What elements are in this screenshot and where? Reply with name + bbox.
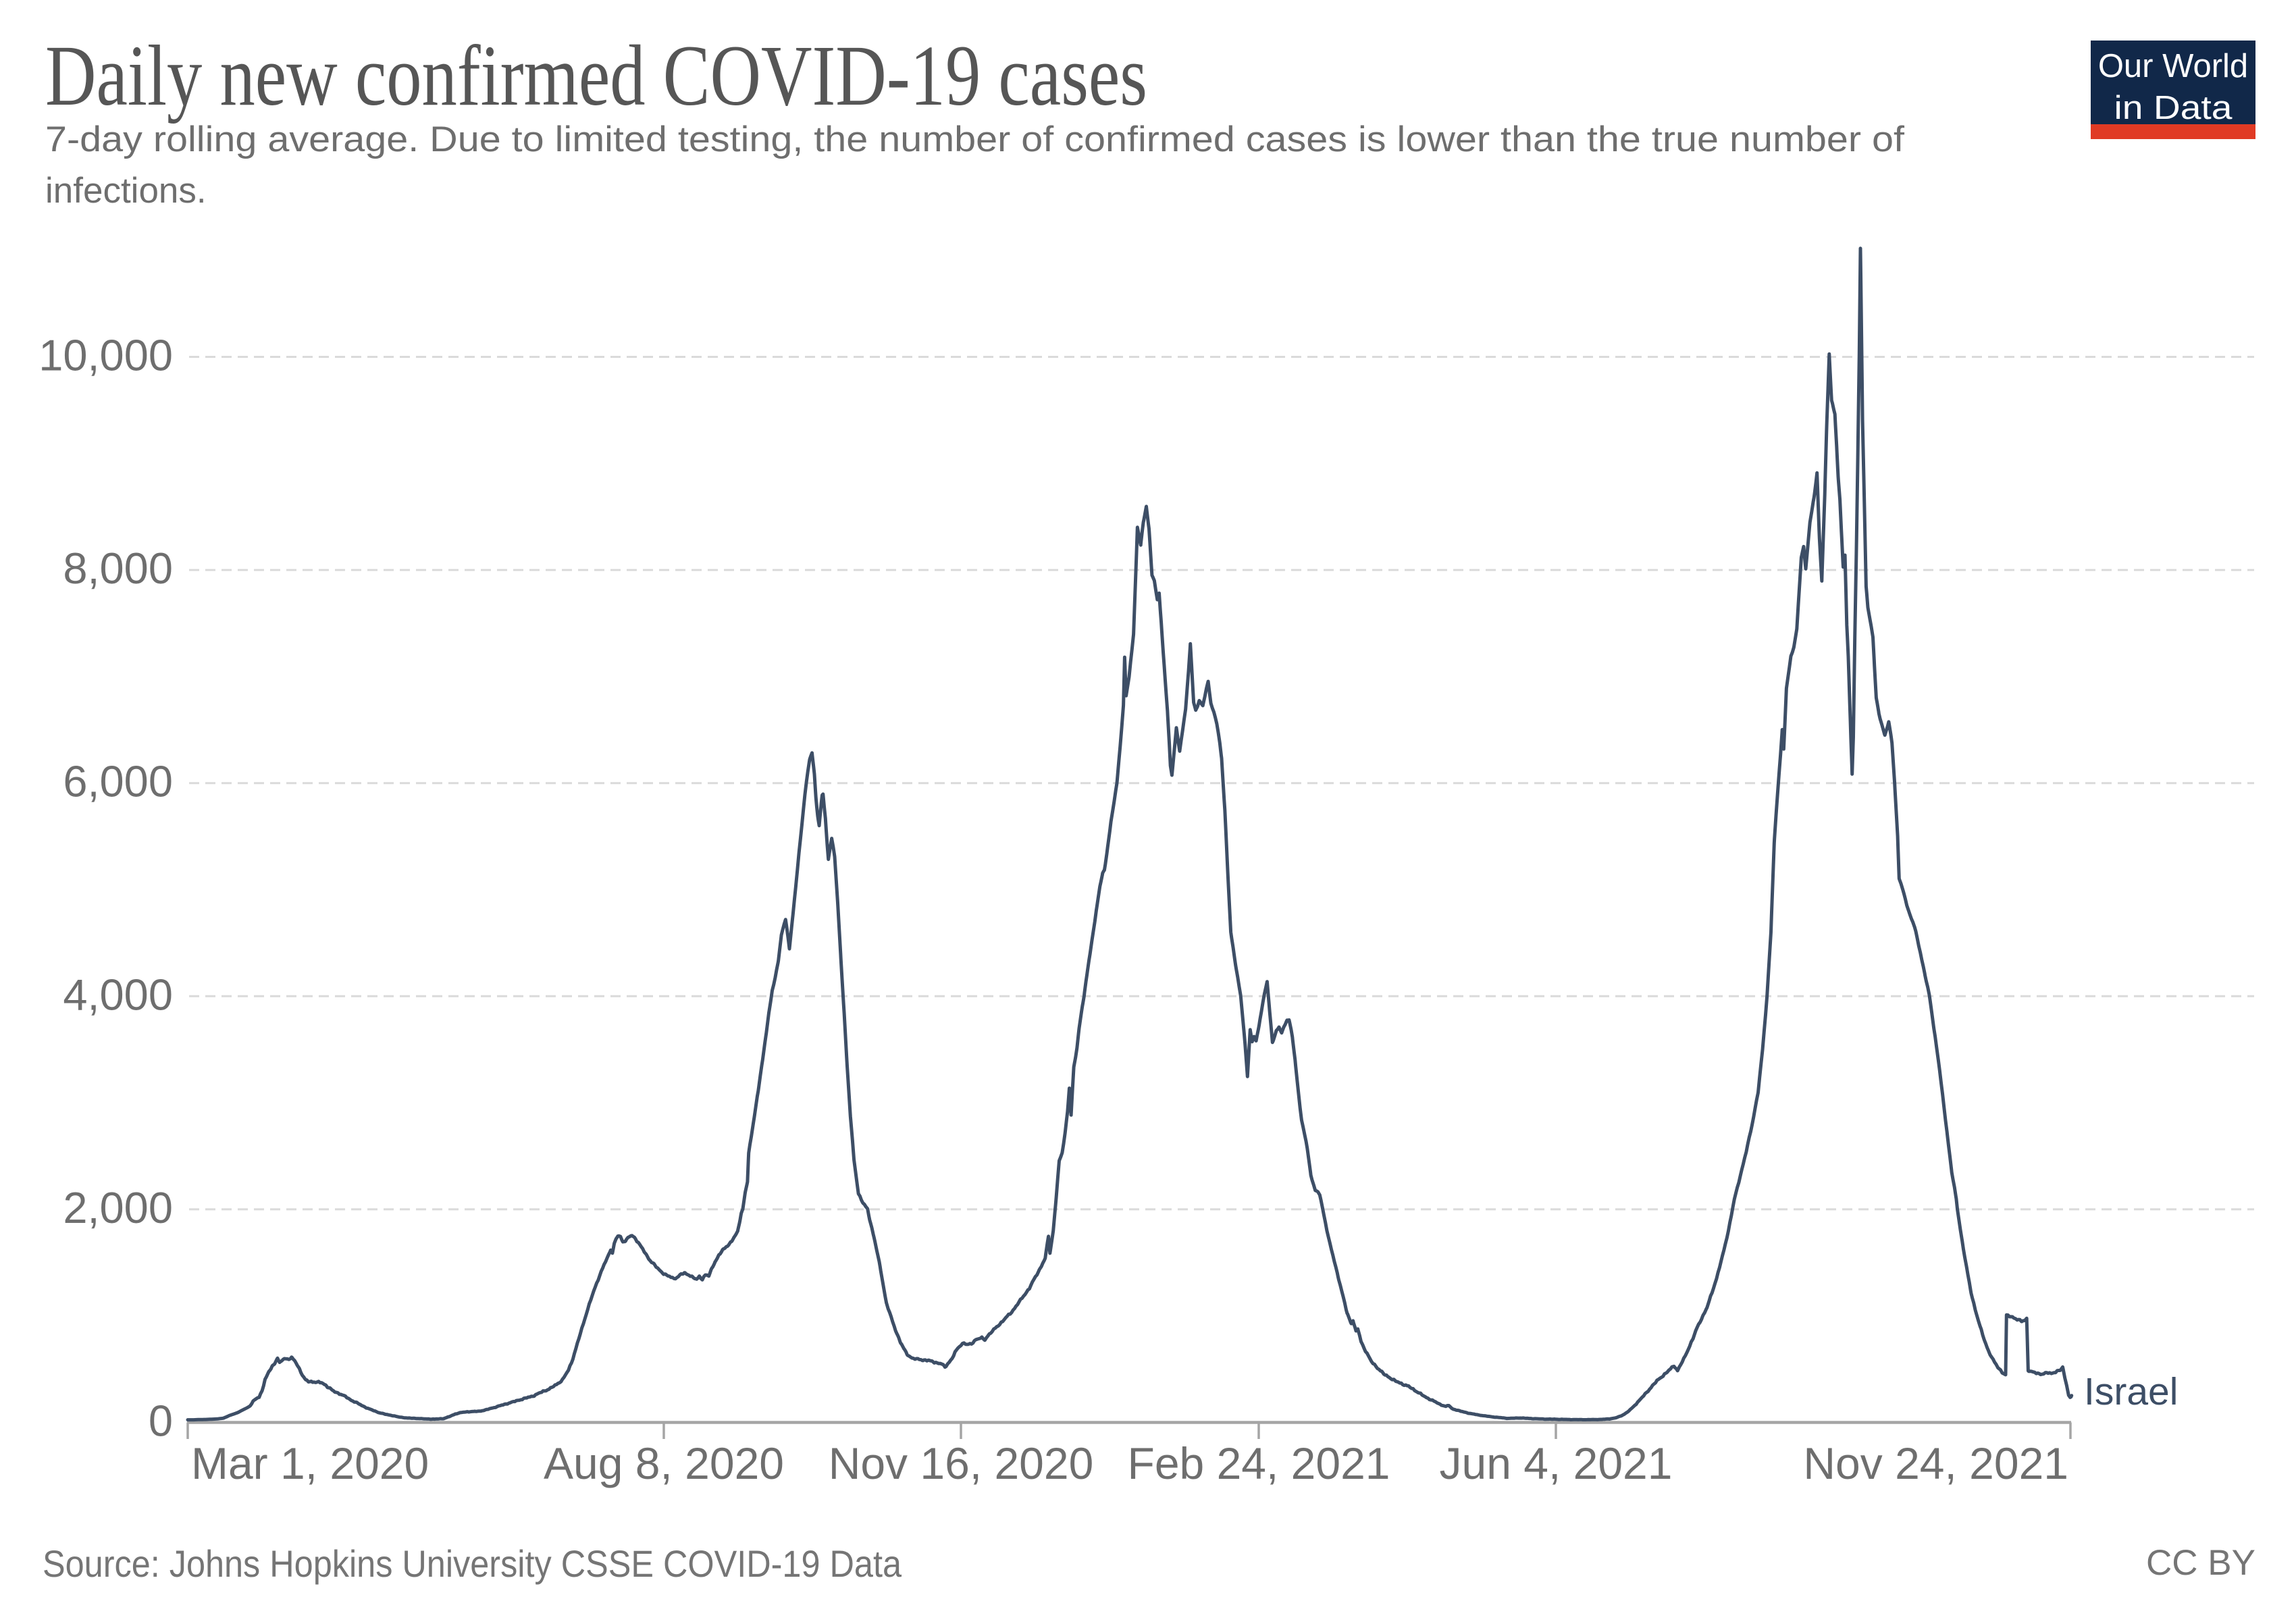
svg-text:Mar 1, 2020: Mar 1, 2020 [191,1438,429,1488]
svg-text:Nov 16, 2020: Nov 16, 2020 [829,1438,1094,1488]
svg-text:Daily new confirmed COVID-19 c: Daily new confirmed COVID-19 cases [45,28,1147,124]
svg-text:2,000: 2,000 [63,1183,173,1232]
svg-text:CC BY: CC BY [2146,1543,2255,1583]
svg-text:Israel: Israel [2084,1370,2178,1413]
svg-text:6,000: 6,000 [63,757,173,806]
svg-text:Our World: Our World [2098,48,2248,84]
svg-text:in Data: in Data [2114,90,2233,126]
svg-text:Aug 8, 2020: Aug 8, 2020 [544,1438,784,1488]
svg-text:infections.: infections. [45,171,207,211]
svg-text:Jun 4, 2021: Jun 4, 2021 [1440,1438,1673,1488]
svg-text:10,000: 10,000 [38,331,173,380]
svg-text:0: 0 [149,1396,173,1446]
svg-text:Feb 24, 2021: Feb 24, 2021 [1128,1438,1390,1488]
svg-text:8,000: 8,000 [63,544,173,593]
svg-text:7-day rolling average. Due to: 7-day rolling average. Due to limited te… [45,120,1904,159]
svg-text:Source: Johns Hopkins Universi: Source: Johns Hopkins University CSSE CO… [43,1542,902,1585]
svg-text:Nov 24, 2021: Nov 24, 2021 [1803,1438,2068,1488]
svg-text:4,000: 4,000 [63,970,173,1019]
